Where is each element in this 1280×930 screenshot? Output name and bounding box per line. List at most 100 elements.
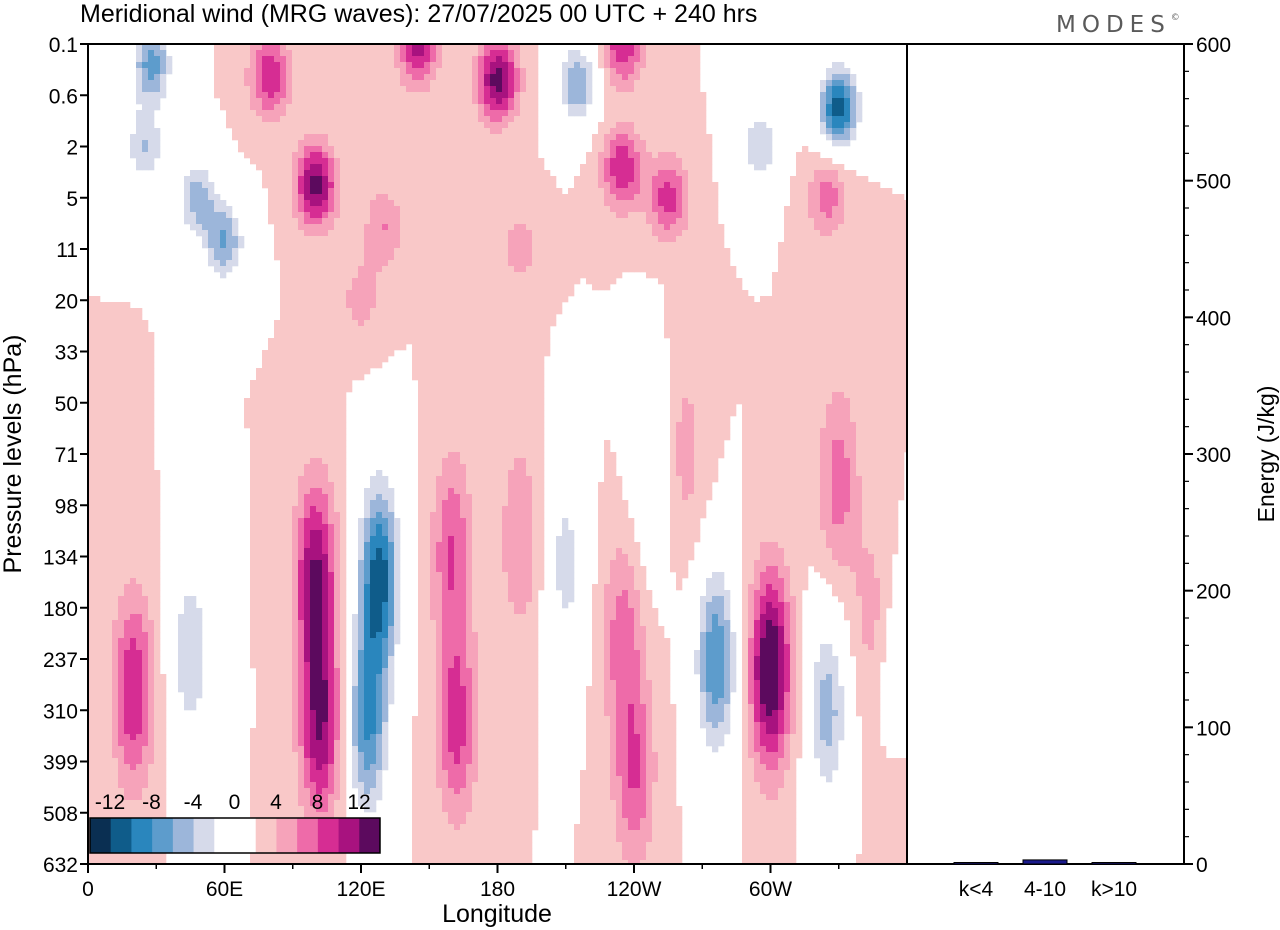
field-cell [574,176,581,183]
field-cell [466,50,473,57]
field-cell [292,296,299,303]
field-cell [220,56,227,63]
field-cell [208,200,215,207]
field-cell [424,350,431,357]
field-cell [262,146,269,153]
field-cell [610,236,617,243]
field-cell [376,128,383,135]
field-cell [130,146,137,153]
field-cell [460,242,467,249]
field-cell [370,332,377,339]
field-cell [490,188,497,195]
field-cell [280,302,287,309]
field-cell [196,230,203,237]
field-cell [352,332,359,339]
field-cell [448,308,455,315]
field-cell [466,350,473,357]
field-cell [646,122,653,129]
field-cell [472,188,479,195]
field-cell [346,320,353,327]
field-cell [568,68,575,75]
field-cell [310,44,317,51]
field-cell [844,272,851,279]
field-cell [472,350,479,357]
field-cell [670,218,677,225]
field-cell [838,248,845,255]
field-cell [286,140,293,147]
field-cell [268,368,275,375]
field-cell [526,44,533,51]
field-cell [580,188,587,195]
field-cell [364,134,371,141]
field-cell [298,188,305,195]
field-cell [466,320,473,327]
field-cell [406,158,413,165]
field-cell [136,80,143,87]
field-cell [472,218,479,225]
field-cell [820,86,827,93]
field-cell [802,242,809,249]
field-cell [304,140,311,147]
field-cell [286,248,293,255]
field-cell [766,296,773,303]
field-cell [592,206,599,213]
field-cell [694,272,701,279]
field-cell [514,62,521,69]
field-cell [316,314,323,321]
field-cell [634,98,641,105]
field-cell [364,350,371,357]
field-cell [418,206,425,213]
field-cell [496,194,503,201]
field-cell [430,272,437,279]
field-cell [400,302,407,309]
field-cell [844,194,851,201]
field-cell [796,338,803,345]
field-cell [214,56,221,63]
field-cell [484,266,491,273]
field-cell [232,104,239,111]
field-cell [514,110,521,117]
field-cell [286,80,293,87]
field-cell [874,236,881,243]
field-cell [436,140,443,147]
field-cell [274,254,281,261]
field-cell [814,194,821,201]
field-cell [316,128,323,135]
field-cell [292,134,299,141]
field-cell [334,350,341,357]
field-cell [340,260,347,267]
field-cell [424,206,431,213]
field-cell [628,230,635,237]
field-cell [412,248,419,255]
field-cell [382,74,389,81]
field-cell [640,164,647,171]
field-cell [256,116,263,123]
field-cell [568,194,575,201]
field-cell [280,158,287,165]
field-cell [772,278,779,285]
field-cell [874,260,881,267]
field-cell [496,308,503,315]
field-cell [322,92,329,99]
field-cell [652,170,659,177]
field-cell [682,74,689,81]
field-cell [700,146,707,153]
field-cell [664,212,671,219]
field-cell [400,74,407,81]
field-cell [706,284,713,291]
field-cell [436,44,443,51]
field-cell [250,116,257,123]
field-cell [292,122,299,129]
field-cell [496,176,503,183]
field-cell [472,242,479,249]
field-cell [736,326,743,333]
field-cell [214,194,221,201]
field-cell [664,98,671,105]
field-cell [352,356,359,363]
field-cell [268,170,275,177]
field-cell [736,290,743,297]
field-cell [496,296,503,303]
field-cell [124,326,131,333]
field-cell [424,254,431,261]
field-cell [568,212,575,219]
